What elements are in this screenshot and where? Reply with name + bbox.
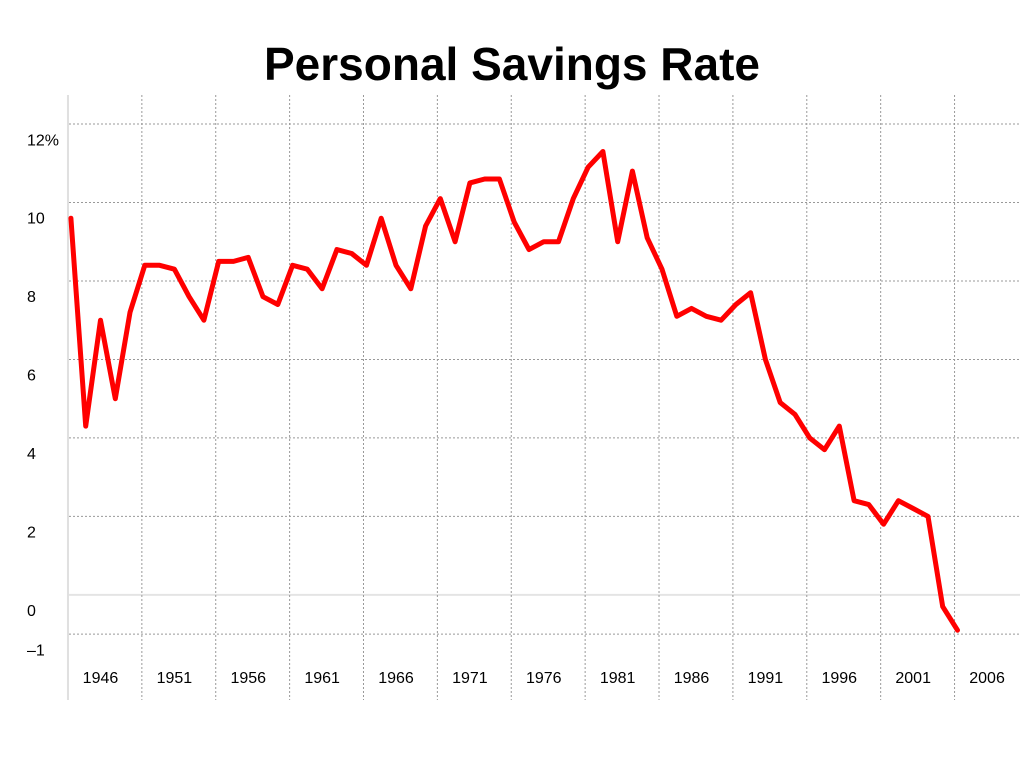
y-tick-label: 10 <box>27 211 45 228</box>
y-tick-label: –1 <box>27 642 45 659</box>
y-tick-label: 2 <box>27 525 36 542</box>
data-line <box>68 149 960 633</box>
x-tick-label: 2006 <box>969 670 1005 687</box>
x-tick-label: 1996 <box>821 670 857 687</box>
x-tick-label: 1986 <box>674 670 710 687</box>
y-tick-label: 4 <box>27 446 36 463</box>
x-tick-label: 1951 <box>157 670 193 687</box>
chart-title: Personal Savings Rate <box>264 38 760 90</box>
y-tick-label: 8 <box>27 289 36 306</box>
x-tick-label: 1956 <box>230 670 266 687</box>
x-tick-label: 1966 <box>378 670 414 687</box>
x-tick-label: 1971 <box>452 670 488 687</box>
x-tick-label: 1991 <box>748 670 784 687</box>
y-tick-label: 6 <box>27 368 36 385</box>
x-tick-label: 1976 <box>526 670 562 687</box>
y-tick-label: 12% <box>27 132 59 149</box>
x-tick-label: 1961 <box>304 670 340 687</box>
y-tick-label: 0 <box>27 603 36 620</box>
x-tick-label: 1981 <box>600 670 636 687</box>
x-tick-label: 1946 <box>83 670 119 687</box>
x-tick-label: 2001 <box>895 670 931 687</box>
